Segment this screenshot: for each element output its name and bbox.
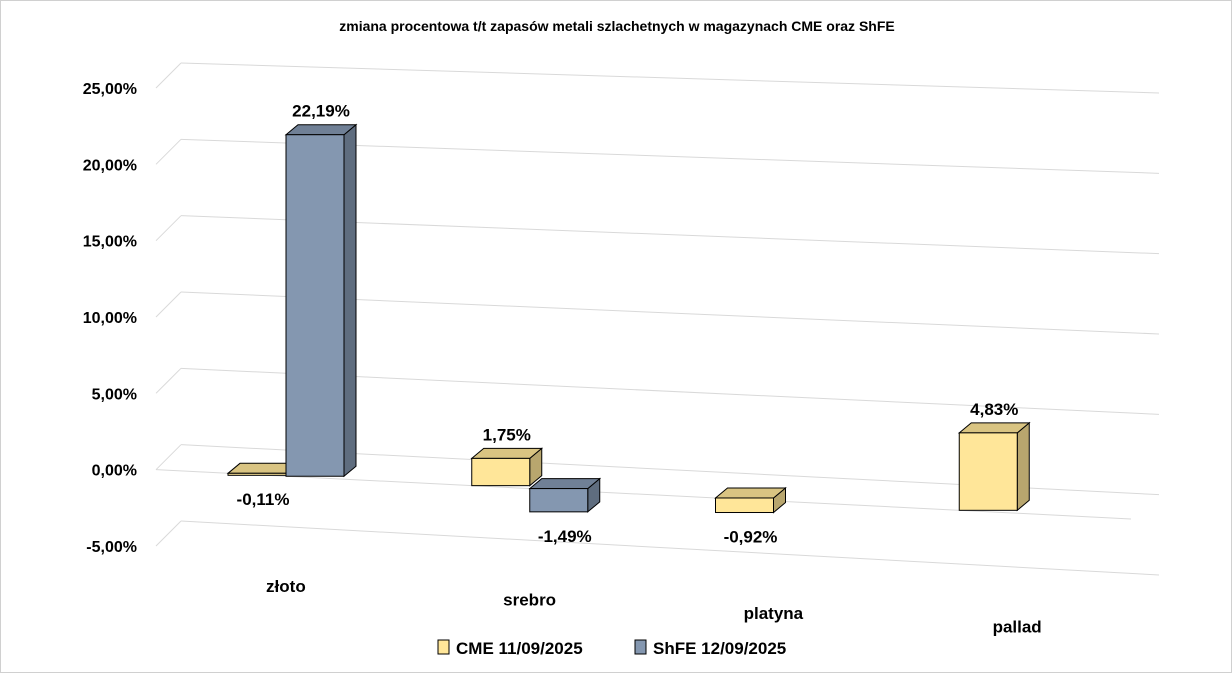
category-label: srebro (503, 591, 556, 610)
gridline (180, 62, 1160, 94)
data-labels: -0,11% 22,19% 1,75% -1,49% -0,92% 4,83% (237, 102, 1019, 547)
y-axis-ticks: 25,00% 20,00% 15,00% 10,00% 5,00% 0,00% -5,00% (83, 81, 137, 556)
gridline-depth (155, 291, 182, 318)
category-label: pallad (993, 618, 1042, 637)
data-label: 1,75% (483, 425, 531, 444)
bar-cme (957, 421, 1031, 512)
legend-swatch-shfe (634, 639, 647, 655)
y-tick-label: 0,00% (92, 463, 137, 480)
category-label: złoto (266, 577, 306, 596)
bars (226, 123, 1031, 514)
legend-label-shfe: ShFE 12/09/2025 (653, 639, 786, 658)
gridline (180, 520, 1160, 576)
bar-shfe (528, 477, 602, 513)
gridline-depth (155, 215, 182, 242)
data-label: -0,92% (724, 528, 778, 547)
legend: CME 11/09/2025 ShFE 12/09/2025 (437, 639, 786, 658)
gridline-depth (155, 138, 182, 165)
data-label: -0,11% (237, 490, 290, 509)
y-tick-label: -5,00% (86, 539, 137, 556)
gridline-depth (155, 62, 182, 89)
data-label: -1,49% (538, 527, 592, 546)
bar-shfe (284, 123, 358, 478)
bar-cme (470, 447, 544, 487)
gridline-depth (155, 520, 182, 547)
chart-title: zmiana procentowa t/t zapasów metali szl… (339, 18, 894, 34)
category-labels: złoto srebro platyna pallad (266, 577, 1042, 637)
data-label: 22,19% (292, 102, 350, 121)
gridline-depth (155, 444, 182, 471)
gridline-depth (155, 367, 182, 394)
legend-label-cme: CME 11/09/2025 (456, 639, 583, 658)
y-tick-label: 5,00% (92, 386, 137, 403)
category-label: platyna (744, 604, 804, 623)
legend-swatch-cme (437, 639, 450, 655)
y-tick-label: 20,00% (83, 157, 137, 174)
bar-cme (714, 486, 787, 514)
y-tick-label: 25,00% (83, 81, 137, 98)
y-tick-label: 15,00% (83, 234, 137, 251)
y-tick-label: 10,00% (83, 310, 137, 327)
data-label: 4,83% (970, 400, 1018, 419)
